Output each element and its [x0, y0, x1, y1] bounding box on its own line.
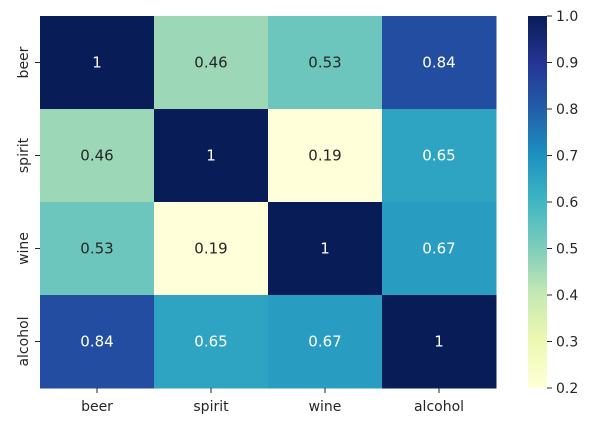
- cell-value-label: 0.67: [422, 240, 455, 258]
- x-tick-label: alcohol: [414, 399, 464, 415]
- cell-value-label: 0.53: [308, 54, 341, 72]
- heatmap-cell: [268, 109, 383, 203]
- heatmap-cell: [382, 202, 497, 296]
- cell-value-label: 1: [434, 333, 444, 351]
- colorbar-tick-label: 0.2: [556, 381, 578, 397]
- cell-value-label: 0.19: [308, 147, 341, 165]
- cell-value-label: 0.46: [80, 147, 113, 165]
- heatmap-cell: [154, 16, 269, 110]
- colorbar-tick-label: 0.8: [556, 102, 578, 118]
- cell-value-label: 1: [92, 54, 102, 72]
- colorbar-tick-label: 0.4: [556, 288, 578, 304]
- y-tick-label: wine: [16, 232, 32, 265]
- heatmap-cell: [382, 109, 497, 203]
- heatmap-cell: [382, 16, 497, 110]
- x-tick-label: wine: [309, 399, 342, 415]
- colorbar: 0.2 0.3 0.4 0.5 0.6 0.7 0.8 0.9 1.0: [528, 9, 578, 397]
- cell-value-label: 0.46: [194, 54, 227, 72]
- y-tick-label: spirit: [16, 137, 32, 173]
- colorbar-tick-label: 0.3: [556, 335, 578, 351]
- heatmap-cell: [268, 295, 383, 389]
- colorbar-tick-label: 0.7: [556, 149, 578, 165]
- y-axis: beer spirit wine alcohol: [16, 46, 40, 367]
- heatmap-cell: [268, 16, 383, 110]
- cell-value-label: 0.53: [80, 240, 113, 258]
- cell-value-label: 1: [206, 147, 216, 165]
- x-tick-label: spirit: [193, 399, 229, 415]
- cell-value-label: 0.84: [422, 54, 455, 72]
- x-axis: beer spirit wine alcohol: [81, 388, 464, 415]
- colorbar-tick-label: 1.0: [556, 9, 578, 25]
- heatmap-cell: [40, 16, 155, 110]
- cell-value-label: 0.65: [194, 333, 227, 351]
- colorbar-tick-label: 0.9: [556, 56, 578, 72]
- heatmap-cell: [382, 295, 497, 389]
- heatmap-cell: [154, 202, 269, 296]
- cell-value-label: 0.65: [422, 147, 455, 165]
- colorbar-gradient: [528, 16, 547, 388]
- heatmap-cells: 1 0.46 0.53 0.84 0.46 1 0.19 0.65 0.53 0.19 1 0.67 0…: [40, 16, 497, 389]
- y-tick-label: alcohol: [16, 316, 32, 366]
- heatmap-cell: [40, 202, 155, 296]
- heatmap-cell: [154, 109, 269, 203]
- heatmap-cell: [154, 295, 269, 389]
- heatmap-cell: [268, 202, 383, 296]
- heatmap-cell: [40, 295, 155, 389]
- cell-value-label: 0.84: [80, 333, 113, 351]
- x-tick-label: beer: [81, 399, 113, 415]
- heatmap-cell: [40, 109, 155, 203]
- cell-value-label: 0.67: [308, 333, 341, 351]
- cell-value-label: 0.19: [194, 240, 227, 258]
- y-tick-label: beer: [16, 46, 32, 78]
- colorbar-tick-label: 0.5: [556, 242, 578, 258]
- cell-value-label: 1: [320, 240, 330, 258]
- colorbar-tick-label: 0.6: [556, 195, 578, 211]
